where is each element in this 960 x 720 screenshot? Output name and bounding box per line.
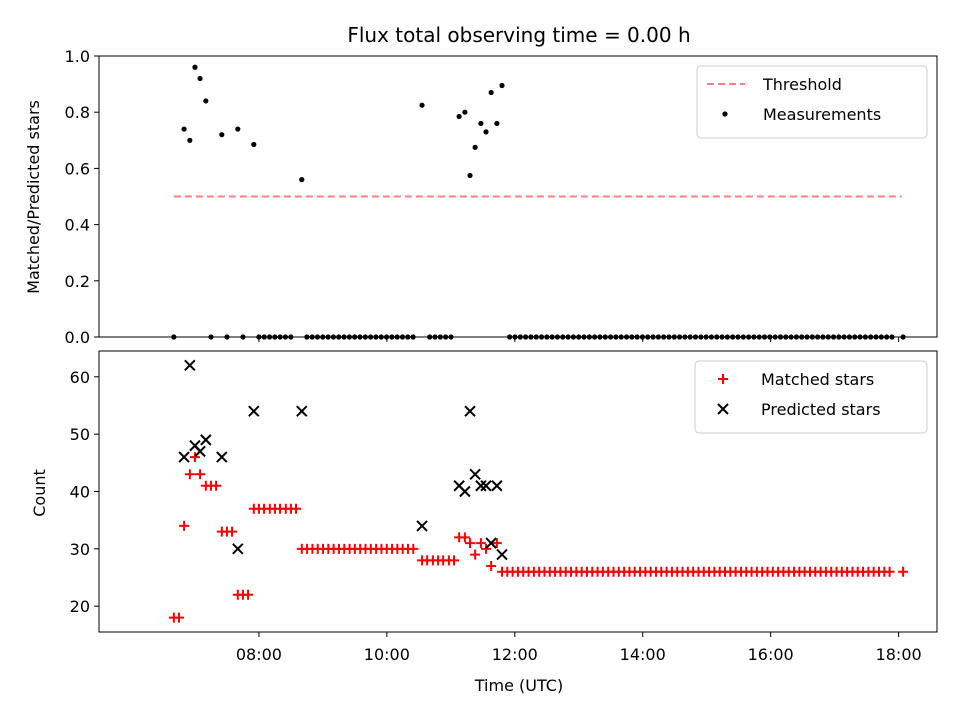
legend-label: Measurements <box>763 105 881 124</box>
y-tick-label: 50 <box>70 425 90 444</box>
predicted-star-marker <box>464 405 476 417</box>
y-tick-label: 20 <box>70 597 90 616</box>
predicted-star-marker <box>248 405 260 417</box>
matched-star-marker <box>179 520 190 531</box>
matched-star-marker <box>470 549 481 560</box>
y-tick-label: 0.6 <box>65 159 90 178</box>
matched-star-marker <box>243 589 254 600</box>
measurement-point <box>219 132 225 138</box>
matched-star-marker <box>459 532 470 543</box>
y-tick-label: 0.2 <box>65 272 90 291</box>
legend-label: Matched stars <box>761 370 874 389</box>
predicted-star-marker <box>200 434 212 446</box>
top-y-axis-label: Matched/Predicted stars <box>24 100 43 294</box>
predicted-star-marker <box>475 480 487 492</box>
chart-title: Flux total observing time = 0.00 h <box>347 23 690 47</box>
matched-star-marker <box>291 503 302 514</box>
measurement-point <box>419 102 425 108</box>
predicted-star-marker <box>496 548 508 561</box>
matched-star-marker <box>486 561 497 572</box>
measurement-point <box>251 141 257 148</box>
predicted-star-marker <box>480 480 492 492</box>
matched-star-marker <box>475 538 486 549</box>
legend-measurement-swatch <box>722 111 728 117</box>
predicted-star-marker <box>469 468 481 481</box>
measurement-point <box>483 129 489 135</box>
x-axis-label: Time (UTC) <box>474 676 563 695</box>
bottom-y-axis-label: Count <box>30 469 49 517</box>
measurement-point <box>197 75 203 82</box>
predicted-star-marker <box>216 451 228 463</box>
measurement-point <box>187 137 193 143</box>
matched-star-marker <box>211 480 222 491</box>
measurement-point <box>472 144 478 150</box>
y-tick-label: 40 <box>70 483 90 502</box>
measurement-point <box>494 120 500 127</box>
measurement-point <box>192 64 198 70</box>
legend-label: Predicted stars <box>761 400 881 419</box>
legend-predicted-swatch <box>717 403 729 415</box>
measurement-point <box>467 172 473 179</box>
matched-star-marker <box>465 538 476 549</box>
bottom-legend <box>694 360 928 434</box>
top-axes-frame <box>98 55 938 338</box>
x-tick-label: 14:00 <box>620 645 666 664</box>
x-tick-label: 10:00 <box>364 645 410 664</box>
bottom-panel-counts: 20 30 40 50 60 08:00 10:00 12:00 14:00 16:00 18:00… <box>70 350 938 664</box>
top-panel-flux-ratio: 0.0 0.2 0.4 0.6 0.8 1.0 Threshold Measurements <box>65 47 938 347</box>
measurement-point <box>235 126 241 132</box>
x-tick-label: 08:00 <box>236 645 282 664</box>
measurement-point <box>299 177 305 183</box>
predicted-star-marker <box>485 537 497 549</box>
predicted-star-marker <box>194 445 206 458</box>
matched-star-marker <box>408 543 419 554</box>
matched-star-marker <box>173 612 184 623</box>
legend-label: Threshold <box>762 75 842 94</box>
matched-star-marker <box>491 538 502 549</box>
matched-star-marker <box>449 555 460 566</box>
y-tick-label: 1.0 <box>65 47 90 66</box>
measurement-point <box>488 89 494 96</box>
y-tick-label: 30 <box>70 540 90 559</box>
x-tick-label: 12:00 <box>492 645 538 664</box>
measurement-point <box>499 82 505 89</box>
matched-star-marker <box>884 566 895 577</box>
predicted-star-marker <box>416 520 428 532</box>
matched-star-marker <box>898 566 909 577</box>
y-tick-label: 0.8 <box>65 103 90 122</box>
x-tick-label: 16:00 <box>748 645 794 664</box>
matched-star-marker <box>481 543 492 554</box>
predicted-star-marker <box>491 480 503 492</box>
top-legend <box>696 65 928 139</box>
x-tick-label: 18:00 <box>876 645 922 664</box>
measurement-point <box>181 126 187 132</box>
matched-star-marker <box>227 526 238 537</box>
predicted-star-marker <box>459 485 471 498</box>
measurement-point <box>203 98 209 104</box>
predicted-star-marker <box>232 543 244 555</box>
predicted-star-marker <box>296 405 308 417</box>
measurement-point <box>456 113 462 120</box>
y-tick-label: 60 <box>70 368 90 387</box>
y-tick-label: 0.4 <box>65 216 90 235</box>
predicted-star-marker <box>184 359 196 372</box>
matched-star-marker <box>184 469 195 480</box>
y-tick-label: 0.0 <box>65 328 90 347</box>
matched-star-marker <box>189 452 200 463</box>
predicted-star-marker <box>178 451 190 463</box>
matched-star-marker <box>195 469 206 480</box>
legend-matched-swatch <box>718 374 728 384</box>
measurement-point <box>478 120 484 127</box>
measurement-point <box>462 109 468 115</box>
